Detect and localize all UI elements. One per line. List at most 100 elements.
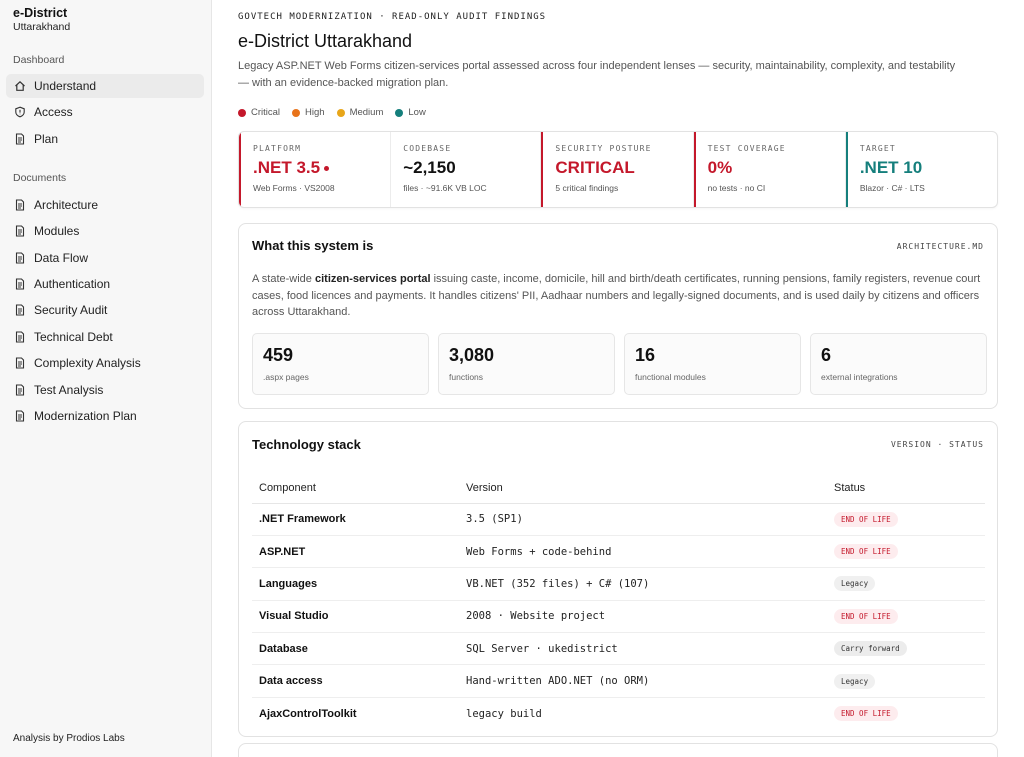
- document-icon: [14, 384, 26, 396]
- metric-card: 6 external integrations: [810, 333, 987, 395]
- sidebar-item-data-flow[interactable]: Data Flow: [6, 246, 204, 270]
- sidebar-item-authentication[interactable]: Authentication: [6, 272, 204, 296]
- sidebar: e-District Uttarakhand Dashboard Underst…: [0, 0, 212, 757]
- stat-value: .NET 3.5: [253, 158, 378, 178]
- stat-value-text: .NET 3.5: [253, 158, 321, 177]
- component-cell: AjaxControlToolkit: [259, 707, 357, 720]
- table-header-row: Component Version Status: [252, 474, 985, 504]
- stat-platform: PLATFORM .NET 3.5 Web Forms · VS2008: [239, 132, 392, 207]
- section-label-dashboard: Dashboard: [13, 54, 65, 66]
- sidebar-item-label: Modernization Plan: [34, 409, 137, 423]
- stat-sub: Blazor · C# · LTS: [859, 183, 925, 193]
- stat-codebase: CODEBASE ~2,150 files · ~91.6K VB LOC: [391, 132, 542, 207]
- sidebar-item-technical-debt[interactable]: Technical Debt: [6, 325, 204, 349]
- sidebar-item-understand[interactable]: Understand: [6, 74, 204, 98]
- section-label-documents: Documents: [13, 172, 67, 184]
- document-icon: [14, 304, 26, 316]
- stat-security-posture: SECURITY POSTURE CRITICAL 5 critical fin…: [541, 132, 694, 207]
- summary-stats: PLATFORM .NET 3.5 Web Forms · VS2008 COD…: [238, 131, 998, 208]
- page-description: Legacy ASP.NET Web Forms citizen-service…: [238, 60, 956, 89]
- technology-stack-panel: Technology stack VERSION · STATUS Compon…: [238, 421, 998, 737]
- stat-value: CRITICAL: [555, 158, 635, 177]
- sidebar-item-test-analysis[interactable]: Test Analysis: [6, 378, 204, 402]
- document-icon: [14, 199, 26, 211]
- status-badge: Carry forward: [834, 641, 907, 657]
- sidebar-item-modernization-plan[interactable]: Modernization Plan: [6, 404, 204, 428]
- sidebar-item-label: Architecture: [34, 198, 99, 212]
- high-dot-icon: [292, 108, 301, 117]
- sidebar-item-plan[interactable]: Plan: [6, 127, 204, 151]
- status-cell: Carry forward: [827, 632, 985, 666]
- component-cell: Database: [252, 632, 459, 666]
- sidebar-item-architecture[interactable]: Architecture: [6, 193, 204, 217]
- description-emphasis: citizen-services portal: [314, 273, 431, 285]
- metric-value: 459: [263, 345, 294, 365]
- stat-value: 0%: [707, 158, 733, 177]
- component-cell: ASP.NET: [252, 535, 459, 569]
- sidebar-item-complexity-analysis[interactable]: Complexity Analysis: [6, 351, 204, 375]
- stat-sub: no tests · no CI: [707, 183, 766, 193]
- status-badge: END OF LIFE: [834, 511, 898, 527]
- stat-sub: 5 critical findings: [555, 183, 619, 193]
- sidebar-item-label: Modules: [34, 224, 80, 238]
- stat-label: TEST COVERAGE: [707, 144, 786, 153]
- legend-label: Low: [408, 107, 426, 118]
- metric-label: .aspx pages: [263, 372, 309, 382]
- stat-value: ~2,150: [403, 158, 456, 177]
- component-cell: Visual Studio: [252, 600, 459, 634]
- legend-label: High: [305, 107, 325, 118]
- status-badge: Legacy: [834, 576, 876, 592]
- metric-label: external integrations: [821, 372, 898, 382]
- sidebar-item-access[interactable]: Access: [6, 100, 204, 124]
- stat-sub: files · ~91.6K VB LOC: [403, 183, 487, 193]
- version-cell: SQL Server · ukedistrict: [459, 632, 827, 666]
- panel-title: What this system is: [252, 238, 374, 253]
- status-badge: Legacy: [834, 673, 876, 689]
- sidebar-item-label: Access: [34, 105, 73, 119]
- legend-label: Medium: [349, 107, 384, 118]
- component-cell: Languages: [252, 567, 459, 601]
- version-cell: Web Forms + code-behind: [459, 535, 827, 569]
- status-cell: END OF LIFE: [827, 503, 985, 536]
- version-cell: Hand-written ADO.NET (no ORM): [459, 664, 827, 698]
- sidebar-item-modules[interactable]: Modules: [6, 219, 204, 243]
- page-eyebrow: GOVTECH MODERNIZATION · READ-ONLY AUDIT …: [238, 12, 547, 22]
- table-row: Database SQL Server · ukedistrict Carry …: [252, 632, 985, 666]
- panel-title: Technology stack: [252, 437, 361, 452]
- sidebar-item-label: Understand: [34, 79, 97, 93]
- status-cell: END OF LIFE: [827, 535, 985, 569]
- sidebar-item-label: Test Analysis: [34, 383, 104, 397]
- stat-sub: Web Forms · VS2008: [253, 183, 335, 193]
- panel-source-link[interactable]: ARCHITECTURE.MD: [896, 242, 984, 251]
- status-cell: Legacy: [827, 664, 985, 698]
- stat-label: PLATFORM: [253, 144, 302, 153]
- sidebar-item-label: Technical Debt: [34, 330, 113, 344]
- component-cell: Data access: [252, 664, 459, 698]
- metric-label: functions: [449, 372, 484, 382]
- status-badge: END OF LIFE: [834, 544, 898, 560]
- panel-tag: VERSION · STATUS: [890, 440, 984, 449]
- document-icon: [14, 133, 26, 145]
- legend-item-low: Low: [395, 107, 426, 118]
- metric-value: 6: [821, 345, 832, 365]
- metric-card: 459 .aspx pages: [252, 333, 429, 395]
- legend-item-high: High: [292, 107, 325, 118]
- document-icon: [14, 225, 26, 237]
- legend-item-critical: Critical: [238, 107, 280, 118]
- description-text: A state-wide: [252, 273, 315, 285]
- table-row: ASP.NET Web Forms + code-behind END OF L…: [252, 535, 985, 569]
- low-dot-icon: [395, 108, 404, 117]
- brand-subtitle: Uttarakhand: [13, 21, 71, 33]
- document-icon: [14, 252, 26, 264]
- document-icon: [14, 278, 26, 290]
- page-title: e-District Uttarakhand: [238, 31, 413, 51]
- status-badge: END OF LIFE: [834, 608, 898, 624]
- metric-value: 16: [635, 345, 656, 365]
- document-icon: [14, 410, 26, 422]
- column-header-status: Status: [827, 474, 985, 504]
- next-panel: [238, 743, 998, 757]
- table-row: Visual Studio 2008 · Website project END…: [252, 600, 985, 634]
- sidebar-item-security-audit[interactable]: Security Audit: [6, 298, 204, 322]
- component-cell: .NET Framework: [252, 503, 459, 536]
- technology-stack-table: Component Version Status .NET Framework …: [252, 474, 985, 730]
